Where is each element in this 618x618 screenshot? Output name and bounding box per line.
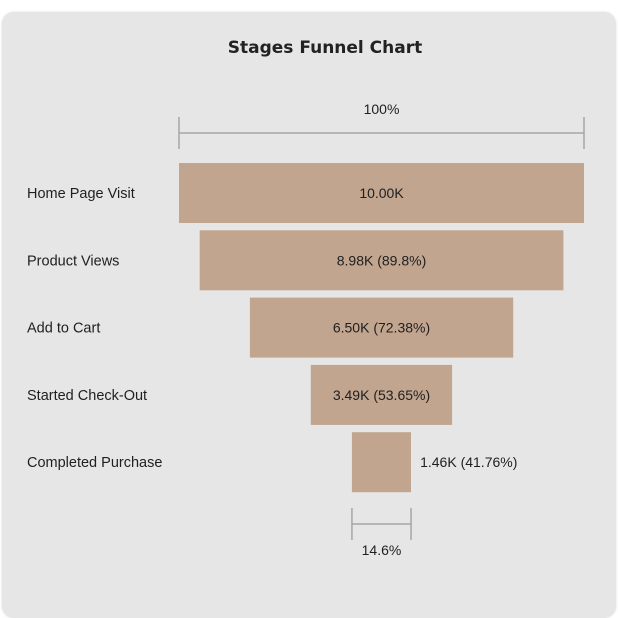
bottom-percent-label: 14.6% bbox=[362, 542, 402, 558]
stage-label: Add to Cart bbox=[27, 321, 100, 337]
top-bracket: 100% bbox=[178, 101, 585, 149]
funnel-bar[interactable] bbox=[351, 432, 411, 493]
stage-label: Product Views bbox=[27, 253, 119, 269]
bar-value-label: 10.00K bbox=[359, 185, 404, 201]
bar-value-label: 1.46K (41.76%) bbox=[420, 454, 517, 470]
bottom-bracket: 14.6% bbox=[351, 508, 412, 558]
funnel-bar[interactable] bbox=[199, 230, 564, 291]
stage-label: Home Page Visit bbox=[27, 186, 135, 202]
chart-title: Stages Funnel Chart bbox=[228, 38, 423, 58]
funnel-bar[interactable] bbox=[179, 163, 584, 223]
stage-label: Started Check-Out bbox=[27, 388, 147, 404]
funnel-stages: Home Page Visit 10.00K Product Views 8.98K … bbox=[27, 163, 584, 493]
funnel-bar[interactable] bbox=[249, 297, 514, 358]
bar-value-label: 8.98K (89.8%) bbox=[337, 252, 427, 268]
top-percent-label: 100% bbox=[364, 101, 400, 117]
bar-value-label: 3.49K (53.65%) bbox=[333, 387, 430, 403]
stage-label: Completed Purchase bbox=[27, 455, 162, 471]
funnel-bar[interactable] bbox=[310, 364, 453, 425]
bar-value-label: 6.50K (72.38%) bbox=[333, 320, 430, 336]
